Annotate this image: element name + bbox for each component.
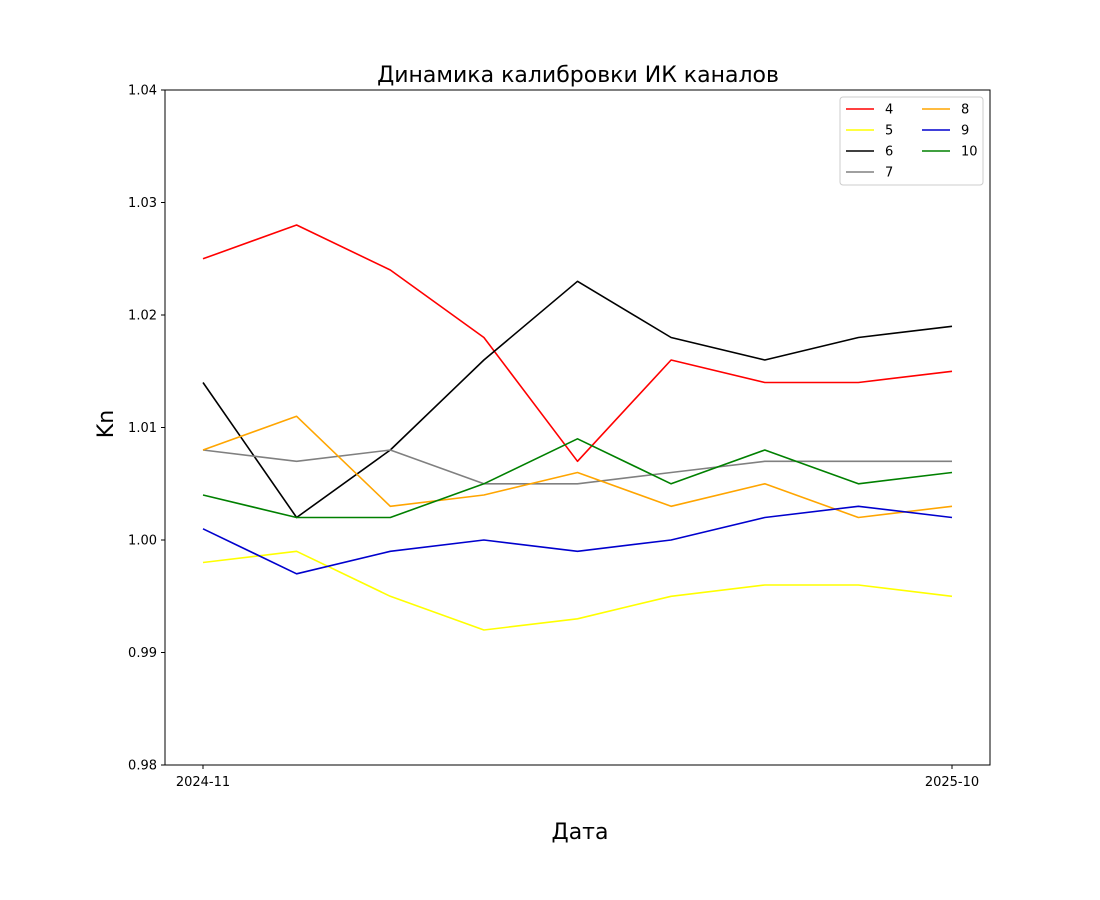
y-tick-label: 1.03 [128, 196, 157, 211]
legend-label-9: 9 [961, 124, 969, 139]
series-lines [202, 224, 953, 631]
legend: 4 5 6 7 8 9 10 [839, 96, 984, 186]
chart-title: Динамика калибровки ИК каналов [377, 63, 779, 88]
y-tick-label: 0.98 [128, 759, 157, 774]
x-axis-label: Дата [552, 820, 609, 845]
y-tick-label: 1.04 [128, 84, 157, 99]
series-line-7 [202, 449, 952, 485]
legend-label-8: 8 [961, 103, 969, 118]
series-line-8 [202, 415, 953, 519]
legend-label-7: 7 [885, 166, 893, 181]
series-line-4 [202, 224, 953, 463]
y-axis-label: Kn [94, 410, 119, 438]
y-tick-label: 1.01 [128, 421, 157, 436]
y-tick-label: 1.02 [128, 309, 157, 324]
legend-label-6: 6 [885, 145, 893, 160]
y-tick-label: 0.99 [128, 646, 157, 661]
x-axis: 2024-11 2025-10 [176, 765, 979, 790]
plot-area-frame [164, 89, 991, 766]
x-tick-label: 2025-10 [925, 775, 979, 790]
y-tick-label: 1.00 [128, 534, 157, 549]
series-line-9 [202, 505, 953, 575]
legend-box [839, 96, 984, 186]
x-tick-label: 2024-11 [176, 775, 230, 790]
legend-label-4: 4 [885, 103, 893, 118]
y-axis: 0.98 0.99 1.00 1.01 1.02 1.03 1.04 [128, 84, 165, 774]
series-line-10 [202, 437, 953, 519]
legend-label-5: 5 [885, 124, 893, 139]
series-line-5 [202, 550, 953, 631]
legend-label-10: 10 [961, 145, 978, 160]
series-line-6 [202, 280, 953, 519]
